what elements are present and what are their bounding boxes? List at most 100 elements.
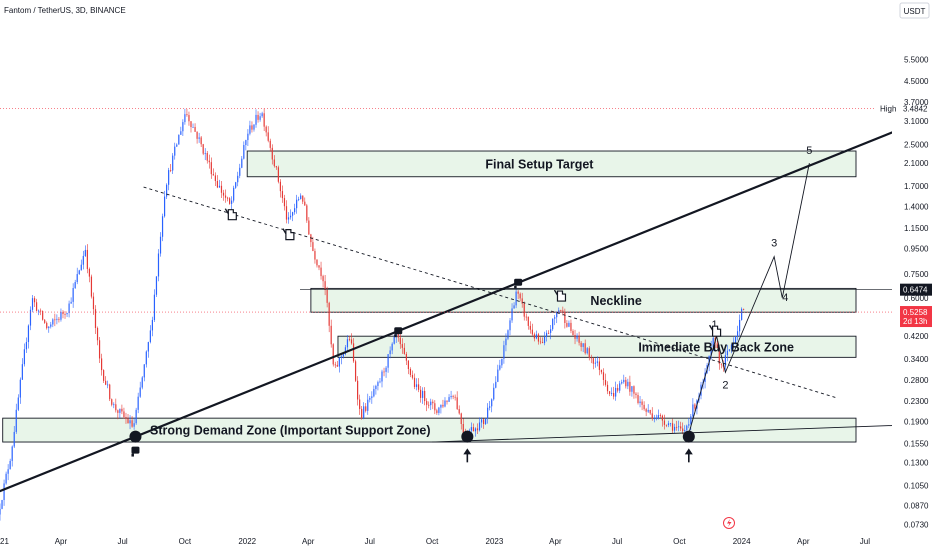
price-tick-label: 5.5000 [904,56,929,65]
candle-body [204,153,206,154]
candle-body [306,205,308,221]
candle-body [739,319,741,332]
candle-body [131,420,133,427]
demand-circle-marker [129,430,142,443]
candle-body [420,389,422,398]
candle-body [399,337,401,345]
candle-body [507,330,509,339]
candle-body [259,116,261,120]
candle-body [277,167,279,182]
candle-body [336,364,338,367]
candle-body [285,206,288,220]
candle-body [598,361,601,370]
candle-body [391,343,393,351]
candle-body [586,348,588,354]
price-tick-label: 0.3400 [904,355,929,364]
candle-body [478,422,481,431]
current-price-tag [900,306,932,328]
currency-badge[interactable] [899,2,930,19]
candle-body [450,395,452,398]
candle-body [436,410,438,413]
candle-body [350,339,353,344]
candle-body [109,384,111,400]
candle-body [548,332,550,334]
time-tick-label: Oct [673,537,686,546]
symbol-title: Fantom / TetherUS, 3D, BINANCE [4,6,126,15]
candle-body [31,298,34,310]
candle-body [639,401,641,404]
candle-body [287,217,290,220]
candle-body [166,184,168,197]
candle-body [556,312,558,318]
zone-box [246,150,857,178]
candle-body [348,339,351,341]
time-tick-label: Apr [549,537,562,546]
candle-body [214,175,216,182]
candle-body [405,353,407,361]
candle-body [289,215,292,218]
candle-body [533,334,535,339]
price-tick-label: 0.0730 [904,520,929,529]
price-tick-label: 0.6000 [904,294,929,303]
candle-body [324,281,326,290]
candle-body [582,343,584,347]
candle-body [543,336,546,344]
time-tick-label: Apr [797,537,810,546]
candle-body [680,426,682,429]
candle-body [48,326,50,329]
candle-body [239,167,241,176]
currency-badge-label: USDT [904,7,926,16]
candle-body [143,364,145,378]
candle-body [456,397,458,410]
candle-body [527,316,529,326]
wave-label: 2 [722,379,728,391]
price-axis-background[interactable] [892,0,932,532]
zone-label: Neckline [590,294,641,308]
candle-body [90,276,93,297]
candle-body [147,342,149,352]
candle-body [149,330,151,343]
candle-body [163,196,166,217]
candle-body [539,341,542,343]
candle-body [159,236,162,254]
candle-body [357,380,359,400]
candle-body [535,334,538,339]
candle-body [718,348,720,364]
candle-body [515,291,517,306]
thumb-body [514,278,523,286]
candle-body [294,208,296,213]
candle-body [133,423,135,427]
pointer-hand-shape [227,209,237,221]
candle-body [600,369,603,373]
candle-body [592,358,594,364]
candle-body [686,425,688,431]
candle-body [40,310,42,312]
demand-circle-marker [682,430,695,443]
candle-body [361,408,363,418]
zone-labels-layer: Final Setup Target Neckline Immediate Buy … [150,157,794,437]
candle-body [127,418,129,424]
candle-body [168,170,170,185]
time-axis: 2021 Apr Jul Oct 2022 Apr Jul Oct 2023 Apr Jul Oct 2… [0,537,870,546]
candle-body [332,344,334,365]
zone-box [310,287,857,313]
candle-body [377,382,379,386]
zone-label: Final Setup Target [485,157,594,171]
price-tick-label: 1.7000 [904,182,929,191]
wave-label: 1 [712,319,718,331]
time-tick-label: Jul [117,537,127,546]
candle-body [383,371,385,373]
candle-body [105,380,107,385]
candle-body [338,357,340,367]
candle-body [66,312,68,315]
candle-body [444,400,446,407]
zone-label: Strong Demand Zone (Important Support Zo… [150,424,431,438]
price-tick-label: 2.5000 [904,140,929,149]
candle-body [243,145,245,159]
candle-body [135,409,137,424]
thumb-icon [514,278,523,289]
candle-body [375,385,377,390]
time-axis-background[interactable] [0,532,932,550]
candle-body [261,113,263,117]
